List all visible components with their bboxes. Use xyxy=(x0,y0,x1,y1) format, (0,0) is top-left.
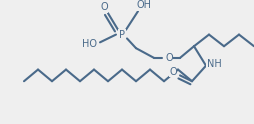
Text: O: O xyxy=(165,53,172,63)
Text: NH: NH xyxy=(206,59,220,69)
Text: OH: OH xyxy=(136,0,151,10)
Text: P: P xyxy=(119,30,124,40)
Text: O: O xyxy=(100,2,107,12)
Text: O: O xyxy=(168,66,176,77)
Text: HO: HO xyxy=(82,39,97,49)
